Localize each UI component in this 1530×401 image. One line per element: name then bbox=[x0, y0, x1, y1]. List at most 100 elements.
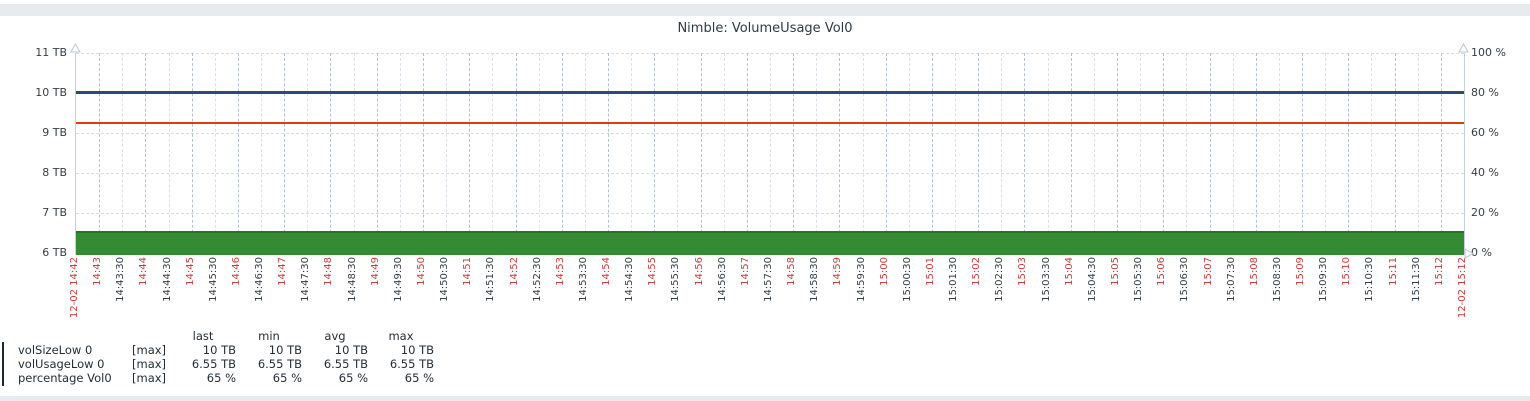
vertical-gridline bbox=[492, 53, 493, 253]
vertical-gridline bbox=[1186, 53, 1187, 253]
x-tick-label: 15:01 bbox=[925, 257, 936, 286]
series-min: 65 % bbox=[272, 371, 302, 385]
vertical-gridline bbox=[608, 53, 609, 253]
series-name: percentage Vol0 bbox=[18, 371, 112, 385]
series-func: [max] bbox=[132, 357, 167, 371]
y-right-tick-label: 0 % bbox=[1471, 246, 1492, 259]
x-tick-label: 15:11 bbox=[1388, 257, 1399, 286]
vertical-gridline bbox=[677, 53, 678, 253]
vertical-gridline bbox=[747, 53, 748, 253]
x-tick-label: 15:09:30 bbox=[1318, 257, 1329, 302]
x-tick-label: 15:12 bbox=[1434, 257, 1445, 286]
y-right-tick-label: 80 % bbox=[1471, 86, 1499, 99]
graph-title: Nimble: VolumeUsage Vol0 bbox=[677, 21, 853, 36]
y-right-tick-label: 100 % bbox=[1471, 46, 1506, 59]
x-tick-label: 14:43 bbox=[92, 257, 103, 286]
y-left-tick-label: 8 TB bbox=[42, 166, 67, 179]
x-tick-label: 15:09 bbox=[1295, 257, 1306, 286]
series-last: 65 % bbox=[206, 371, 236, 385]
x-tick-label: 15:02 bbox=[971, 257, 982, 286]
x-tick-label: 14:47:30 bbox=[300, 257, 311, 302]
y-left-tick-label: 9 TB bbox=[42, 126, 67, 139]
vertical-gridline bbox=[1279, 53, 1280, 253]
y-left-tick-label: 6 TB bbox=[42, 246, 67, 259]
x-tick-label: 14:43:30 bbox=[115, 257, 126, 302]
vertical-gridline bbox=[99, 53, 100, 253]
x-tick-label: 14:54:30 bbox=[624, 257, 635, 302]
vertical-gridline bbox=[122, 53, 123, 253]
series-name: volSizeLow 0 bbox=[18, 343, 93, 357]
x-tick-label: 14:49:30 bbox=[393, 257, 404, 302]
vertical-gridline bbox=[631, 53, 632, 253]
x-tick-label: 14:54 bbox=[601, 257, 612, 286]
vertical-gridline bbox=[816, 53, 817, 253]
legend-header-last: last bbox=[192, 329, 214, 343]
vertical-gridline bbox=[284, 53, 285, 253]
vertical-gridline bbox=[145, 53, 146, 253]
series-area-1 bbox=[76, 231, 1464, 255]
series-func: [max] bbox=[132, 371, 167, 385]
x-tick-label: 14:50:30 bbox=[439, 257, 450, 302]
x-tick-label: 15:07:30 bbox=[1226, 257, 1237, 302]
x-tick-label: 15:03 bbox=[1017, 257, 1028, 286]
x-axis-arrow-icon bbox=[1464, 248, 1474, 259]
vertical-gridline bbox=[701, 53, 702, 253]
x-tick-label: 15:10:30 bbox=[1364, 257, 1375, 302]
x-tick-label: 14:53 bbox=[555, 257, 566, 286]
x-tick-label: 15:05:30 bbox=[1133, 257, 1144, 302]
vertical-gridline bbox=[469, 53, 470, 253]
y-right-tick-label: 20 % bbox=[1471, 206, 1499, 219]
x-tick-label: 14:50 bbox=[416, 257, 427, 286]
vertical-gridline bbox=[1348, 53, 1349, 253]
x-tick-label: 14:48:30 bbox=[347, 257, 358, 302]
x-tick-label: 15:08:30 bbox=[1272, 257, 1283, 302]
x-tick-label: 15:06:30 bbox=[1179, 257, 1190, 302]
vertical-gridline bbox=[354, 53, 355, 253]
legend-row-volusagelow: volUsageLow 0 [max] 6.55 TB 6.55 TB 6.55… bbox=[2, 356, 434, 372]
vertical-gridline bbox=[1371, 53, 1372, 253]
bottom-bar bbox=[0, 396, 1530, 401]
y-left-tick-label: 11 TB bbox=[35, 46, 67, 59]
series-func: [max] bbox=[132, 343, 167, 357]
x-tick-label: 14:53:30 bbox=[578, 257, 589, 302]
vertical-gridline bbox=[215, 53, 216, 253]
vertical-gridline bbox=[1325, 53, 1326, 253]
series-max: 6.55 TB bbox=[389, 357, 434, 371]
x-tick-label: 14:52 bbox=[509, 257, 520, 286]
vertical-gridline bbox=[261, 53, 262, 253]
vertical-gridline bbox=[863, 53, 864, 253]
x-tick-label: 14:47 bbox=[277, 257, 288, 286]
vertical-gridline bbox=[1395, 53, 1396, 253]
legend-header-max: max bbox=[388, 329, 414, 343]
vertical-gridline bbox=[562, 53, 563, 253]
x-tick-label: 15:06 bbox=[1156, 257, 1167, 286]
vertical-gridline bbox=[423, 53, 424, 253]
vertical-gridline bbox=[1233, 53, 1234, 253]
vertical-gridline bbox=[886, 53, 887, 253]
x-tick-label: 14:46:30 bbox=[254, 257, 265, 302]
vertical-gridline bbox=[839, 53, 840, 253]
series-name: volUsageLow 0 bbox=[18, 357, 105, 371]
vertical-gridline bbox=[1210, 53, 1211, 253]
x-tick-label: 15:10 bbox=[1341, 257, 1352, 286]
x-tick-label: 14:48 bbox=[323, 257, 334, 286]
x-tick-label: 14:45:30 bbox=[208, 257, 219, 302]
graph-plot-area[interactable] bbox=[75, 53, 1465, 255]
vertical-gridline bbox=[932, 53, 933, 253]
series-min: 6.55 TB bbox=[257, 357, 302, 371]
x-tick-label: 14:51 bbox=[462, 257, 473, 286]
x-tick-label: 14:55:30 bbox=[670, 257, 681, 302]
vertical-gridline bbox=[446, 53, 447, 253]
right-axis-arrow-icon bbox=[1458, 43, 1469, 53]
vertical-gridline bbox=[955, 53, 956, 253]
x-tick-label: 14:56 bbox=[694, 257, 705, 286]
y-left-tick-label: 7 TB bbox=[42, 206, 67, 219]
vertical-gridline bbox=[192, 53, 193, 253]
x-tick-label: 14:49 bbox=[370, 257, 381, 286]
series-avg: 6.55 TB bbox=[323, 357, 368, 371]
x-tick-label: 14:58:30 bbox=[809, 257, 820, 302]
series-avg: 65 % bbox=[338, 371, 368, 385]
vertical-gridline bbox=[169, 53, 170, 253]
x-tick-label: 14:59:30 bbox=[856, 257, 867, 302]
